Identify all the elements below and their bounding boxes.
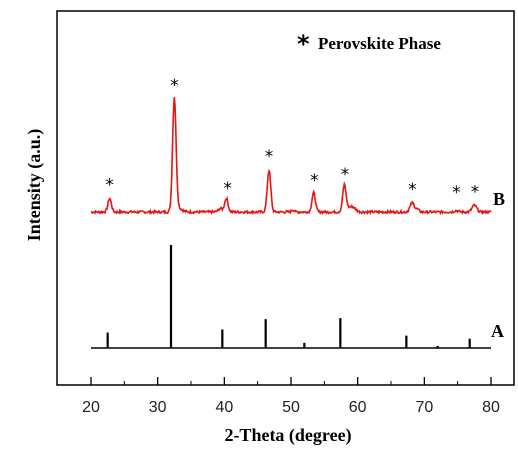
peak-star-marker: * bbox=[105, 175, 114, 195]
peak-star-marker: * bbox=[265, 147, 274, 167]
legend-star-icon: * bbox=[297, 30, 310, 58]
peak-star-marker: * bbox=[310, 171, 319, 191]
plot-frame bbox=[56, 10, 515, 386]
peak-star-marker: * bbox=[341, 165, 350, 185]
reference-pattern-a bbox=[91, 245, 492, 349]
legend-label: Perovskite Phase bbox=[318, 34, 441, 53]
x-axis-title: 2-Theta (degree) bbox=[224, 425, 351, 446]
x-tick-label: 70 bbox=[415, 399, 433, 416]
y-axis-title: Intensity (a.u.) bbox=[24, 129, 45, 242]
curve-label-a: A bbox=[491, 321, 504, 341]
perovskite-peak-markers: * * * * * * * * * bbox=[105, 76, 479, 203]
series-line-b bbox=[90, 97, 492, 216]
peak-star-marker: * bbox=[471, 183, 480, 203]
x-tick-label: 60 bbox=[349, 399, 367, 416]
x-axis-ticks bbox=[90, 377, 492, 385]
curve-label-b: B bbox=[493, 189, 505, 209]
x-tick-label: 20 bbox=[82, 399, 100, 416]
peak-star-marker: * bbox=[452, 183, 461, 203]
peak-star-marker: * bbox=[408, 180, 417, 200]
x-tick-label: 30 bbox=[149, 399, 167, 416]
x-tick-label: 40 bbox=[215, 399, 233, 416]
x-tick-label: 50 bbox=[282, 399, 300, 416]
x-tick-label: 80 bbox=[482, 399, 500, 416]
peak-star-marker: * bbox=[223, 179, 232, 199]
peak-star-marker: * bbox=[170, 76, 179, 96]
x-axis-tick-labels: 20 30 40 50 60 70 80 bbox=[82, 399, 500, 416]
